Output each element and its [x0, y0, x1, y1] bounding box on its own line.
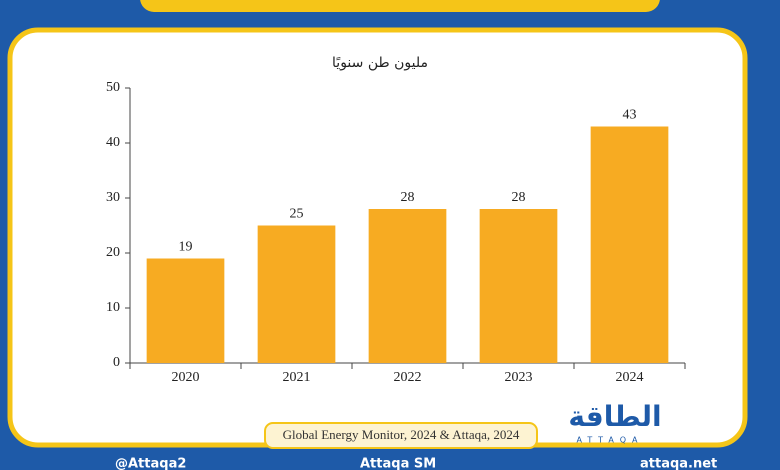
- x-tick-label: 2023: [505, 370, 533, 385]
- x-tick-label: 2020: [172, 370, 200, 385]
- y-axis-unit: مليون طن سنويًا: [332, 55, 428, 71]
- data-label: 43: [623, 108, 637, 123]
- data-label: 25: [290, 207, 304, 222]
- y-tick-label: 0: [113, 355, 120, 370]
- x-tick-label: 2024: [616, 370, 644, 385]
- bar: [590, 126, 669, 363]
- bar: [257, 225, 336, 363]
- x-tick-label: 2021: [283, 370, 311, 385]
- y-tick-label: 30: [106, 190, 120, 205]
- logo-latin: ATTAQA: [577, 436, 644, 445]
- y-tick-label: 10: [106, 300, 120, 315]
- footer-web: attaqa.net: [640, 457, 717, 470]
- y-tick-label: 40: [106, 135, 120, 150]
- data-label: 28: [401, 190, 415, 205]
- data-label: 28: [512, 190, 526, 205]
- bar: [479, 209, 558, 363]
- bar: [368, 209, 447, 363]
- footer-youtube: Attaqa SM: [360, 457, 436, 470]
- y-tick-label: 20: [106, 245, 120, 260]
- y-tick-label: 50: [106, 80, 120, 95]
- footer-social: @Attaqa2: [115, 457, 186, 470]
- bar: [146, 258, 225, 363]
- x-tick-label: 2022: [394, 370, 422, 385]
- title-banner: [140, 0, 660, 12]
- data-label: 19: [179, 240, 193, 255]
- source-box: [264, 422, 538, 449]
- logo: الطاقة: [568, 400, 661, 433]
- source: Global Energy Monitor, 2024 & Attaqa, 20…: [283, 427, 520, 442]
